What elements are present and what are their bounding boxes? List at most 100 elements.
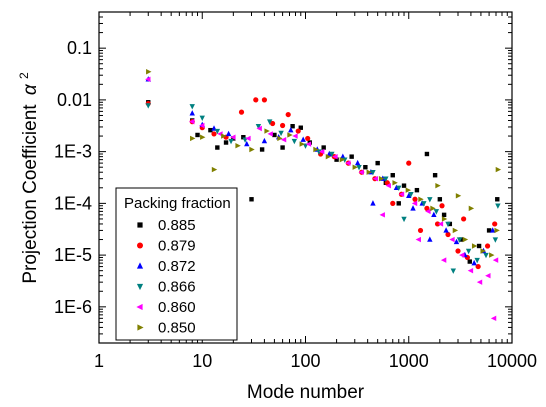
data-point — [300, 136, 306, 142]
data-point — [269, 120, 276, 127]
data-point — [189, 118, 195, 125]
data-point — [287, 132, 293, 138]
data-point — [318, 148, 325, 155]
data-point — [445, 231, 451, 238]
data-point — [435, 182, 441, 189]
data-point — [421, 201, 427, 207]
data-point — [366, 169, 372, 175]
x-ticks: 1 10 100 1000 10000 — [94, 12, 537, 371]
data-point — [211, 166, 218, 173]
legend-marker — [136, 303, 143, 311]
legend-label: 0.885 — [158, 217, 196, 234]
data-point — [370, 200, 376, 206]
data-point — [199, 115, 205, 122]
data-point — [291, 138, 298, 145]
data-point — [495, 197, 500, 202]
data-point — [221, 133, 227, 139]
data-point — [480, 248, 486, 254]
legend-marker — [136, 283, 144, 291]
legend-marker — [137, 222, 143, 228]
data-point — [431, 211, 437, 218]
data-point — [417, 227, 424, 234]
x-tick-label: 1000 — [389, 351, 429, 371]
data-point — [279, 122, 286, 129]
data-point — [305, 141, 312, 147]
data-point — [437, 197, 443, 202]
data-point — [189, 110, 195, 116]
data-point — [302, 143, 309, 149]
data-point — [280, 145, 285, 150]
data-point — [200, 134, 206, 140]
data-point — [390, 200, 396, 206]
data-point — [471, 259, 477, 266]
data-point — [249, 146, 255, 153]
data-point — [452, 227, 459, 234]
data-point — [334, 157, 339, 162]
data-point — [405, 187, 412, 193]
data-point — [437, 221, 444, 227]
data-point — [372, 175, 379, 182]
data-point — [356, 165, 362, 171]
data-point — [434, 221, 441, 227]
data-point — [489, 227, 496, 233]
legend-marker — [137, 242, 143, 249]
data-point — [432, 173, 438, 178]
legend: Packing fraction 0.8850.8790.8720.8660.8… — [115, 187, 238, 341]
data-point — [266, 119, 273, 125]
series-0-850 — [146, 69, 502, 258]
x-tick-label: 10 — [192, 351, 212, 371]
data-point — [285, 111, 291, 118]
data-point — [238, 109, 245, 115]
data-point — [255, 124, 262, 130]
legend-marker — [137, 324, 144, 331]
data-point — [467, 259, 472, 264]
data-point — [214, 128, 221, 135]
data-point — [332, 153, 338, 160]
data-point — [462, 236, 469, 243]
data-point — [295, 128, 301, 134]
data-point — [489, 252, 495, 258]
y-tick-label: 1E-6 — [54, 297, 92, 317]
data-point — [492, 257, 499, 263]
data-point — [461, 216, 467, 222]
data-point — [424, 151, 430, 157]
data-point — [392, 180, 398, 186]
data-point — [329, 151, 335, 158]
legend-marker — [136, 262, 144, 269]
data-point — [208, 127, 213, 133]
data-point — [215, 145, 220, 150]
data-point — [278, 130, 284, 137]
y-tick-label: 0.01 — [57, 90, 92, 110]
data-point — [145, 103, 151, 109]
data-point — [267, 131, 273, 137]
data-point — [378, 175, 385, 182]
y-axis-title: Projection Coefficient α 2 — [17, 72, 41, 284]
data-point — [190, 135, 196, 142]
data-point — [358, 169, 364, 175]
data-point — [415, 236, 421, 243]
x-tick-label: 10000 — [487, 351, 537, 371]
data-point — [223, 140, 229, 145]
legend-items: 0.885 0.879 0.872 0.866 0.860 0.850 — [136, 217, 196, 337]
data-point — [459, 252, 465, 258]
data-point — [256, 125, 262, 132]
data-point — [305, 135, 311, 142]
legend-label: 0.879 — [158, 238, 196, 255]
data-point — [486, 228, 492, 233]
data-point — [383, 176, 389, 182]
data-point — [430, 205, 436, 212]
data-point — [455, 193, 462, 199]
data-point — [316, 149, 322, 155]
legend-box — [115, 187, 238, 341]
data-point — [401, 216, 407, 223]
data-point — [474, 257, 480, 264]
data-point — [288, 126, 294, 133]
data-point — [390, 173, 395, 178]
data-point — [379, 212, 385, 218]
data-point — [298, 125, 303, 130]
y-axis-title-superscript: 2 — [17, 72, 31, 79]
data-point — [349, 154, 354, 159]
data-point — [352, 164, 358, 170]
data-point — [199, 122, 205, 129]
